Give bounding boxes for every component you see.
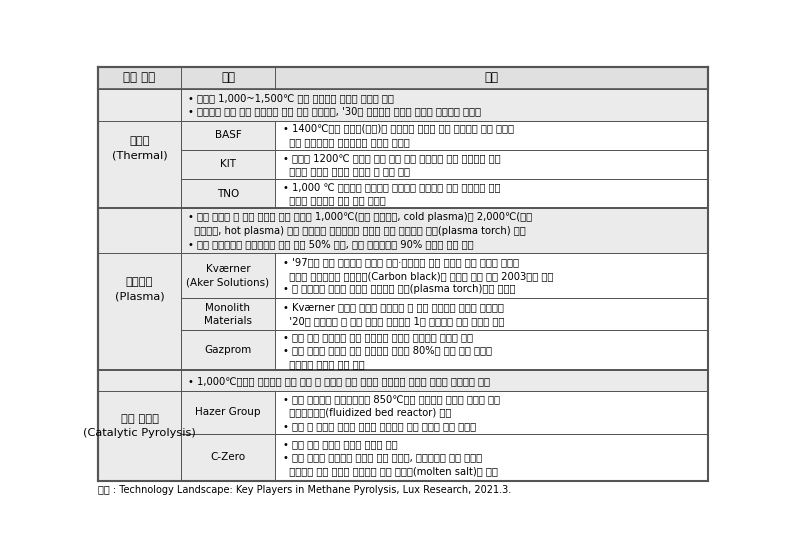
- Bar: [275, 179, 708, 208]
- Bar: [181, 208, 708, 253]
- Text: BASF: BASF: [215, 130, 242, 141]
- Bar: [98, 371, 181, 391]
- Bar: [181, 150, 275, 179]
- Text: • Kværner 기업의 공정을 기반으로 한 고온 플라즈마 기술을 활용하여
  '20년 미국에서 첫 데모 시설을 가동하여 1차 생산물로 카본 블: • Kværner 기업의 공정을 기반으로 한 고온 플라즈마 기술을 활용하…: [283, 302, 504, 326]
- Text: • 최근 촉매 열분해 분야에 진입한 기업
• 촉매 공정을 사용하나 기술은 아직 불분명, 기본적으로 촉매 공정을
  사용하나 고체 탄소를 분리하기: • 최근 촉매 열분해 분야에 진입한 기업 • 촉매 공정을 사용하나 기술은…: [283, 439, 497, 476]
- Bar: [275, 391, 708, 433]
- Text: 촉매 열분해
(Catalytic Pyrolysis): 촉매 열분해 (Catalytic Pyrolysis): [83, 414, 196, 438]
- Bar: [181, 371, 708, 391]
- Text: 기술 구분: 기술 구분: [124, 72, 156, 85]
- Text: • 메탄 열분해 중 가장 성숙한 기술 단계로 1,000℃(저온 플라즈마, cold plasma)와 2,000℃(고온
  플라즈마, hot pla: • 메탄 열분해 중 가장 성숙한 기술 단계로 1,000℃(저온 플라즈마,…: [188, 212, 532, 249]
- Text: • 1,000 ℃ 이상에서 작동하며 용융염을 사용하여 액체 금속에서 카본
  블랙을 분리하는 용융 금속 반응기: • 1,000 ℃ 이상에서 작동하며 용융염을 사용하여 액체 금속에서 카본…: [283, 182, 500, 206]
- Bar: [181, 88, 708, 121]
- Text: 플라즈마
(Plasma): 플라즈마 (Plasma): [115, 277, 164, 301]
- Bar: [181, 298, 275, 330]
- Bar: [275, 433, 708, 481]
- Bar: [181, 433, 275, 481]
- Bar: [275, 253, 708, 298]
- Text: • 1400℃에서 탄소립(입자)이 역류해서 기체와 반대 방향으로 흘러 메탄을
  직접 열분해하는 전기가열식 이동층 원자로: • 1400℃에서 탄소립(입자)이 역류해서 기체와 반대 방향으로 흘러 메…: [283, 124, 514, 147]
- Text: 출처 : Technology Landscape: Key Players in Methane Pyrolysis, Lux Research, 2021.: 출처 : Technology Landscape: Key Players i…: [98, 484, 512, 494]
- Text: • 현재 메탄 열분해를 위한 플라즈마 기술을 활용하는 유일한 기업
• 니켈 촉매를 사용한 저온 플라즈마 기술은 80%의 메탄 전환 효율을
  보: • 현재 메탄 열분해를 위한 플라즈마 기술을 활용하는 유일한 기업 • 니…: [283, 332, 492, 369]
- Text: Kværner
(Aker Solutions): Kværner (Aker Solutions): [187, 264, 269, 287]
- Text: 내용: 내용: [485, 72, 499, 85]
- Bar: [275, 150, 708, 179]
- Bar: [98, 371, 181, 481]
- Bar: [181, 121, 275, 150]
- Bar: [98, 88, 181, 121]
- Text: C-Zero: C-Zero: [210, 452, 246, 463]
- Text: • 메탄은 1,000~1,500℃ 사이 온도에서 수소와 탄소로 분리
• 열분해의 모든 기술 플랫폼은 아직 실험 단계이며, '30년 이전까지 상업: • 메탄은 1,000~1,500℃ 사이 온도에서 수소와 탄소로 분리 • …: [188, 93, 481, 116]
- Text: Hazer Group: Hazer Group: [195, 408, 260, 418]
- Bar: [98, 88, 181, 208]
- Text: KIT: KIT: [220, 160, 236, 170]
- Text: • '97년에 고온 플라즈마 기술을 최초·유일하게 상업 규모의 메탄 열분해 시설을
  배치한 기업이지만 카본블랙(Carbon black)의 품질: • '97년에 고온 플라즈마 기술을 최초·유일하게 상업 규모의 메탄 열분…: [283, 257, 553, 295]
- Text: Gazprom: Gazprom: [205, 346, 252, 356]
- Text: • 촉매 열분해의 선두주자로서 850℃에서 작동하는 철광석 촉매가 있는
  유동상반응로(fluidized bed reactor) 사용
• 현재 : • 촉매 열분해의 선두주자로서 850℃에서 작동하는 철광석 촉매가 있는 …: [283, 394, 500, 431]
- Text: • 메탄을 1200℃ 액체형 주석 기포 컬럼 반응기를 통해 분해하여 고체
  형태의 탄소를 수소와 분리할 수 있는 기술: • 메탄을 1200℃ 액체형 주석 기포 컬럼 반응기를 통해 분해하여 고체…: [283, 153, 501, 176]
- Bar: [275, 298, 708, 330]
- Text: • 1,000℃미만의 온도에서 니켈 또는 철 기반의 금속 촉매를 이용하여 수소와 탄소로 분해하는 기술: • 1,000℃미만의 온도에서 니켈 또는 철 기반의 금속 촉매를 이용하여…: [188, 376, 490, 386]
- Bar: [181, 330, 275, 371]
- Text: TNO: TNO: [217, 189, 239, 199]
- Bar: [98, 67, 708, 88]
- Text: 열분해
(Thermal): 열분해 (Thermal): [112, 137, 168, 160]
- Bar: [181, 253, 275, 298]
- Bar: [275, 121, 708, 150]
- Bar: [275, 330, 708, 371]
- Bar: [181, 391, 275, 433]
- Bar: [181, 179, 275, 208]
- Text: 기업: 기업: [221, 72, 235, 85]
- Bar: [98, 208, 181, 371]
- Text: Monolith
Materials: Monolith Materials: [204, 303, 252, 326]
- Bar: [98, 208, 181, 253]
